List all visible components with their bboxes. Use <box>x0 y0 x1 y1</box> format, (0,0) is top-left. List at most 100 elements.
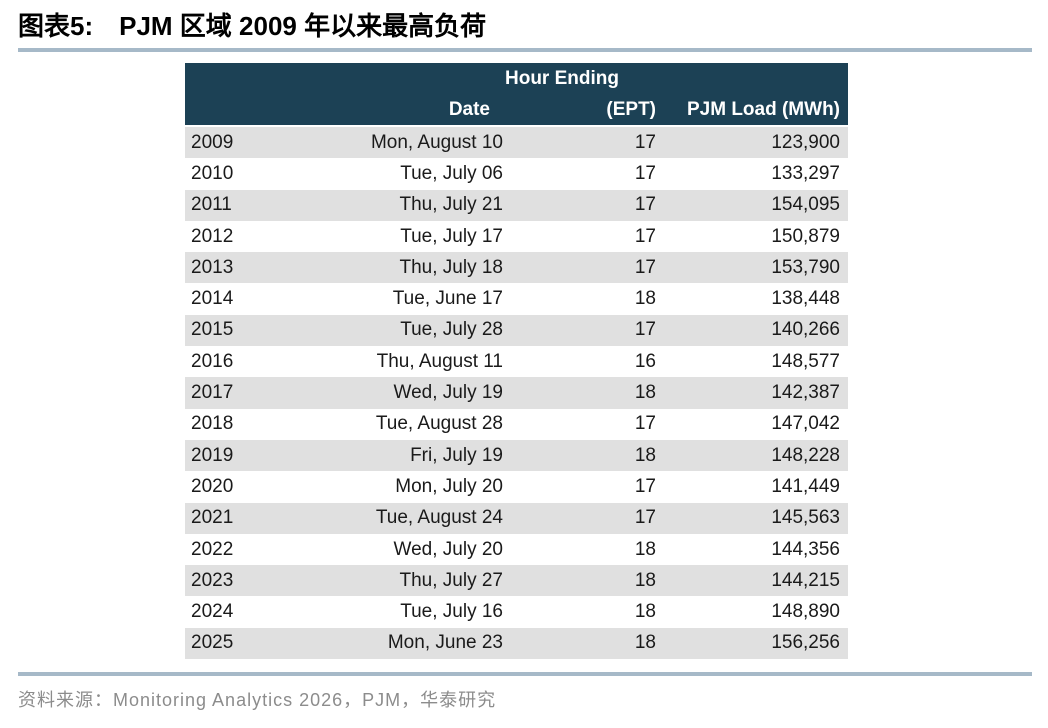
cell-year: 2009 <box>191 131 234 153</box>
table-header: Hour Ending Date (EPT) PJM Load (MWh) <box>185 63 848 127</box>
cell-date: Fri, July 19 <box>410 444 503 466</box>
table-row: 2010 Tue, July 06 17 133,297 <box>185 158 848 190</box>
table-row: 2011 Thu, July 21 17 154,095 <box>185 189 848 221</box>
cell-date: Mon, August 10 <box>370 131 503 153</box>
cell-hour: 18 <box>634 538 656 560</box>
cell-date: Tue, July 17 <box>400 225 503 247</box>
cell-date: Tue, July 06 <box>400 162 503 184</box>
cell-hour: 17 <box>634 131 656 153</box>
cell-hour: 17 <box>634 256 656 278</box>
cell-date: Tue, August 28 <box>375 413 503 435</box>
table-row: 2025 Mon, June 23 18 156,256 <box>185 627 848 660</box>
cell-year: 2016 <box>191 350 234 372</box>
table-row: 2021 Tue, August 24 17 145,563 <box>185 502 848 534</box>
cell-hour: 17 <box>634 162 656 184</box>
source-text: 资料来源：Monitoring Analytics 2026，PJM，华泰研究 <box>18 690 497 710</box>
cell-load: 145,563 <box>771 507 840 529</box>
table-row: 2022 Wed, July 20 18 144,356 <box>185 533 848 566</box>
table-row: 2009 Mon, August 10 17 123,900 <box>185 127 848 159</box>
cell-load: 153,790 <box>771 256 840 278</box>
table-row: 2013 Thu, July 18 17 153,790 <box>185 252 848 284</box>
cell-load: 138,448 <box>771 288 840 310</box>
cell-hour: 17 <box>634 413 656 435</box>
cell-date: Wed, July 19 <box>393 382 503 404</box>
cell-load: 133,297 <box>771 162 840 184</box>
cell-hour: 18 <box>634 288 656 310</box>
cell-hour: 17 <box>634 475 656 497</box>
source-divider <box>18 672 1032 676</box>
cell-year: 2012 <box>191 225 234 247</box>
table-row: 2016 Thu, August 11 16 148,577 <box>185 346 848 378</box>
cell-year: 2011 <box>191 194 232 216</box>
table-row: 2023 Thu, July 27 18 144,215 <box>185 565 848 597</box>
table-row: 2017 Wed, July 19 18 142,387 <box>185 377 848 409</box>
cell-year: 2025 <box>191 632 234 654</box>
cell-date: Mon, July 20 <box>395 475 503 497</box>
cell-date: Thu, July 18 <box>399 256 504 278</box>
cell-date: Thu, July 21 <box>399 194 504 216</box>
table-row: 2018 Tue, August 28 17 147,042 <box>185 408 848 440</box>
figure-number-label: 图表5: <box>18 11 94 41</box>
figure-title-text: PJM 区域 2009 年以来最高负荷 <box>119 11 487 41</box>
cell-year: 2017 <box>191 382 234 404</box>
cell-date: Tue, June 17 <box>392 288 503 310</box>
table-header-columns-row: Date (EPT) PJM Load (MWh) <box>185 94 848 125</box>
cell-hour: 17 <box>634 225 656 247</box>
table-row: 2012 Tue, July 17 17 150,879 <box>185 220 848 253</box>
table-header-group-row: Hour Ending <box>185 63 848 94</box>
cell-year: 2015 <box>191 319 234 341</box>
cell-date: Thu, August 11 <box>376 350 503 372</box>
cell-date: Tue, August 24 <box>375 507 503 529</box>
cell-hour: 18 <box>634 569 656 591</box>
table-body: 2009 Mon, August 10 17 123,900 2010 Tue, July… <box>185 127 848 660</box>
column-header-ept: (EPT) <box>606 98 656 120</box>
cell-load: 141,449 <box>771 475 840 497</box>
table-row: 2019 Fri, July 19 18 148,228 <box>185 439 848 472</box>
cell-date: Mon, June 23 <box>387 632 503 654</box>
cell-hour: 17 <box>634 507 656 529</box>
pjm-load-table: Hour Ending Date (EPT) PJM Load (MWh) 20… <box>185 63 848 660</box>
cell-load: 148,890 <box>771 601 840 623</box>
cell-date: Thu, July 27 <box>399 569 504 591</box>
cell-year: 2023 <box>191 569 234 591</box>
cell-load: 148,577 <box>771 350 840 372</box>
cell-load: 147,042 <box>771 413 840 435</box>
cell-year: 2018 <box>191 413 234 435</box>
cell-load: 144,215 <box>771 569 840 591</box>
cell-year: 2024 <box>191 601 234 623</box>
cell-hour: 18 <box>634 632 656 654</box>
cell-load: 123,900 <box>771 131 840 153</box>
cell-hour: 18 <box>634 444 656 466</box>
cell-year: 2021 <box>191 507 234 529</box>
cell-year: 2013 <box>191 256 234 278</box>
cell-hour: 18 <box>634 382 656 404</box>
table-row: 2015 Tue, July 28 17 140,266 <box>185 314 848 347</box>
cell-date: Wed, July 20 <box>393 538 503 560</box>
cell-hour: 17 <box>634 194 656 216</box>
cell-load: 156,256 <box>771 632 840 654</box>
column-header-load: PJM Load (MWh) <box>686 98 840 120</box>
table-row: 2014 Tue, June 17 18 138,448 <box>185 283 848 315</box>
cell-year: 2014 <box>191 288 234 310</box>
cell-load: 140,266 <box>771 319 840 341</box>
cell-load: 142,387 <box>771 382 840 404</box>
cell-load: 154,095 <box>771 194 840 216</box>
cell-year: 2020 <box>191 475 234 497</box>
column-header-date: Date <box>448 98 490 120</box>
title-divider <box>18 48 1032 52</box>
column-group-hour-ending: Hour Ending <box>505 67 619 89</box>
cell-hour: 17 <box>634 319 656 341</box>
page-title: 图表5: PJM 区域 2009 年以来最高负荷 <box>18 6 486 43</box>
cell-year: 2019 <box>191 444 234 466</box>
cell-load: 148,228 <box>771 444 840 466</box>
cell-load: 150,879 <box>771 225 840 247</box>
table-row: 2024 Tue, July 16 18 148,890 <box>185 596 848 628</box>
cell-hour: 16 <box>634 350 656 372</box>
cell-load: 144,356 <box>771 538 840 560</box>
cell-year: 2010 <box>191 162 234 184</box>
cell-year: 2022 <box>191 538 234 560</box>
table-row: 2020 Mon, July 20 17 141,449 <box>185 471 848 503</box>
cell-date: Tue, July 28 <box>400 319 503 341</box>
cell-hour: 18 <box>634 601 656 623</box>
cell-date: Tue, July 16 <box>400 601 503 623</box>
